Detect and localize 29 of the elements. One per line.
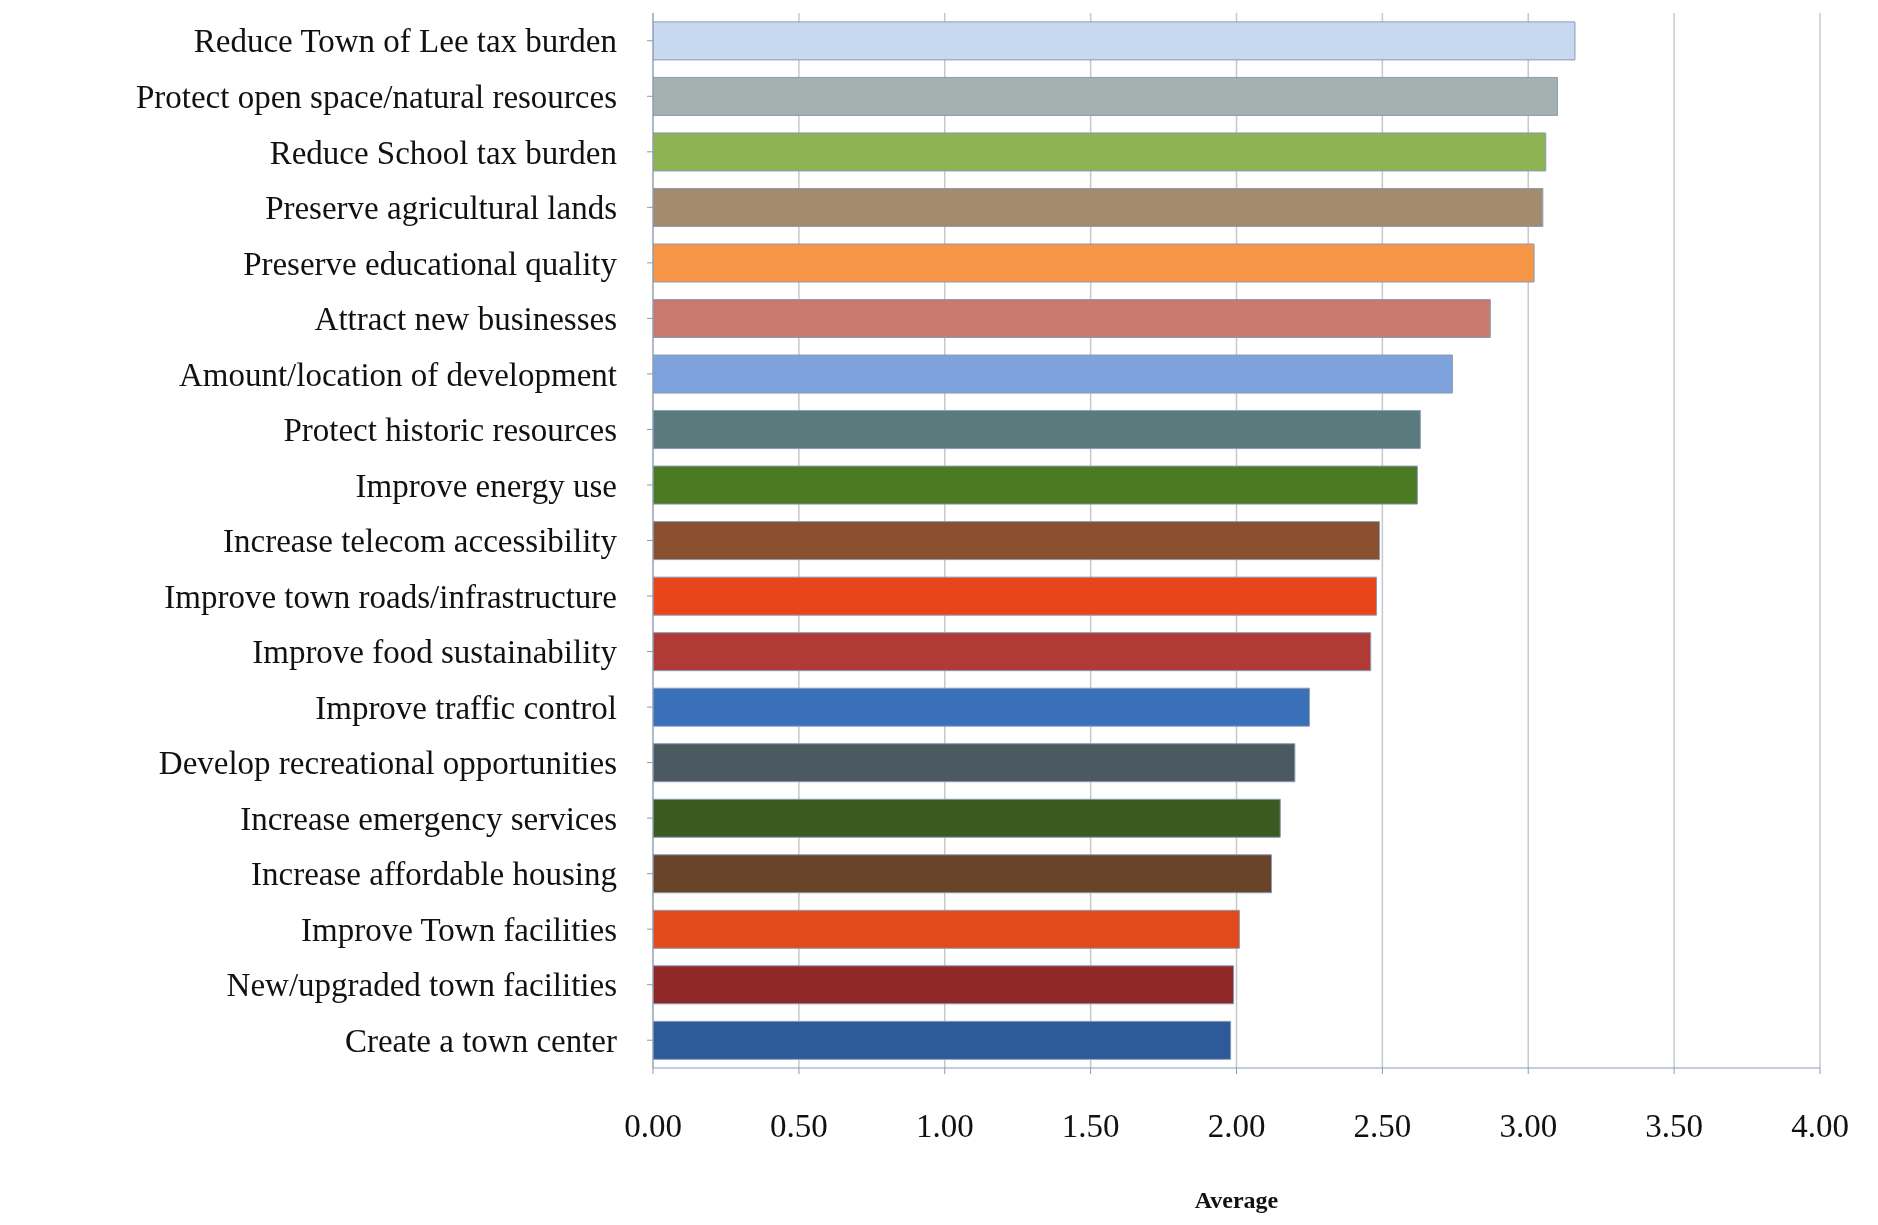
- y-tick-label: Increase affordable housing: [251, 856, 617, 893]
- y-tick-label: Protect open space/natural resources: [135, 79, 617, 115]
- y-tick-label: Increase emergency services: [240, 800, 617, 837]
- x-tick-label: 3.00: [1499, 1108, 1558, 1145]
- x-tick-label: 0.00: [624, 1108, 682, 1145]
- y-tick-label: Improve Town facilities: [301, 911, 617, 948]
- y-tick-label: Improve town roads/infrastructure: [164, 578, 617, 615]
- x-tick-label: 4.00: [1791, 1108, 1849, 1145]
- y-tick-label: Attract new businesses: [314, 301, 617, 338]
- y-tick-label: New/upgraded town facilities: [226, 967, 617, 1004]
- y-tick-label: Reduce School tax burden: [269, 134, 617, 171]
- x-tick-label: 3.50: [1645, 1108, 1703, 1145]
- x-tick-label: 1.50: [1061, 1108, 1120, 1145]
- x-tick-label: 2.50: [1353, 1108, 1412, 1145]
- x-tick-label: 1.00: [915, 1108, 974, 1145]
- y-tick-label: Amount/location of development: [178, 356, 617, 393]
- y-tick-label: Develop recreational opportunities: [158, 745, 617, 782]
- x-tick-label: 0.50: [770, 1108, 828, 1145]
- x-tick-label: 2.00: [1207, 1108, 1266, 1145]
- y-tick-label: Create a town center: [344, 1022, 618, 1059]
- y-tick-label: Preserve agricultural lands: [265, 190, 617, 227]
- y-tick-label: Improve energy use: [355, 467, 617, 504]
- y-tick-label: Reduce Town of Lee tax burden: [193, 23, 617, 60]
- x-axis-title: Average: [1194, 1187, 1279, 1213]
- y-tick-label: Preserve educational quality: [243, 245, 618, 282]
- y-tick-label: Improve traffic control: [315, 689, 617, 726]
- y-tick-label: Improve food sustainability: [252, 634, 618, 671]
- y-tick-label: Increase telecom accessibility: [223, 523, 618, 560]
- y-tick-label: Protect historic resources: [283, 412, 617, 449]
